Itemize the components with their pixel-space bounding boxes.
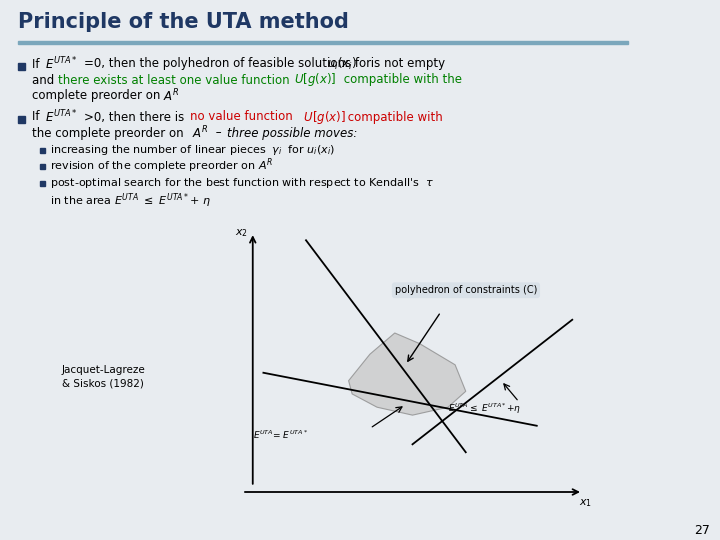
Text: $A^R$: $A^R$ — [192, 125, 209, 141]
Text: Principle of the UTA method: Principle of the UTA method — [18, 12, 349, 32]
Text: $x_1$: $x_1$ — [580, 497, 593, 509]
Bar — [40, 181, 45, 186]
Text: $A^R$: $A^R$ — [163, 87, 179, 104]
Bar — [40, 164, 45, 169]
Text: revision of the complete preorder on $A^R$: revision of the complete preorder on $A^… — [50, 157, 273, 176]
Text: $E^{UTA}$= $E^{UTA*}$: $E^{UTA}$= $E^{UTA*}$ — [253, 429, 308, 441]
Text: $U[g(x)]$: $U[g(x)]$ — [300, 109, 346, 125]
Text: If: If — [32, 57, 43, 71]
Text: & Siskos (1982): & Siskos (1982) — [62, 378, 144, 388]
Text: –: – — [212, 126, 225, 139]
Bar — [18, 41, 628, 44]
Text: $U[g(x)]$: $U[g(x)]$ — [294, 71, 336, 89]
Text: =0, then the polyhedron of feasible solutions for: =0, then the polyhedron of feasible solu… — [84, 57, 375, 71]
Text: $u_i(x_i)$: $u_i(x_i)$ — [327, 56, 357, 72]
Text: post-optimal search for the best function with respect to Kendall's  $\tau$: post-optimal search for the best functio… — [50, 176, 434, 190]
Text: If: If — [32, 111, 43, 124]
Text: compatible with the: compatible with the — [340, 73, 462, 86]
Text: increasing the number of linear pieces  $\gamma_i$  for $u_i(x_i)$: increasing the number of linear pieces $… — [50, 143, 336, 157]
Text: no value function: no value function — [190, 111, 293, 124]
Bar — [18, 63, 25, 70]
Text: $E^{UTA*}$: $E^{UTA*}$ — [45, 56, 78, 72]
Text: >0, then there is: >0, then there is — [84, 111, 188, 124]
Text: the complete preorder on: the complete preorder on — [32, 126, 187, 139]
Bar — [18, 116, 25, 123]
Text: 27: 27 — [694, 523, 710, 537]
Polygon shape — [348, 333, 466, 415]
Text: complete preorder on: complete preorder on — [32, 90, 164, 103]
Text: Jacquet-Lagreze: Jacquet-Lagreze — [62, 365, 145, 375]
Text: $E^{UTA}$$\leq$ $E^{UTA*}$+$\eta$: $E^{UTA}$$\leq$ $E^{UTA*}$+$\eta$ — [448, 402, 521, 416]
Text: and: and — [32, 73, 58, 86]
Text: compatible with: compatible with — [344, 111, 443, 124]
Text: is not empty: is not empty — [367, 57, 445, 71]
Bar — [40, 148, 45, 153]
Text: polyhedron of constraints (C): polyhedron of constraints (C) — [395, 285, 537, 295]
Text: $x_2$: $x_2$ — [235, 227, 248, 239]
Text: $E^{UTA*}$: $E^{UTA*}$ — [45, 109, 78, 125]
Text: in the area $E^{UTA}$ $\leq$ $E^{UTA*}$+ $\eta$: in the area $E^{UTA}$ $\leq$ $E^{UTA*}$+… — [50, 192, 211, 210]
Bar — [0, 0, 720, 40]
Text: three possible moves:: three possible moves: — [227, 126, 357, 139]
Text: there exists at least one value function: there exists at least one value function — [58, 73, 293, 86]
